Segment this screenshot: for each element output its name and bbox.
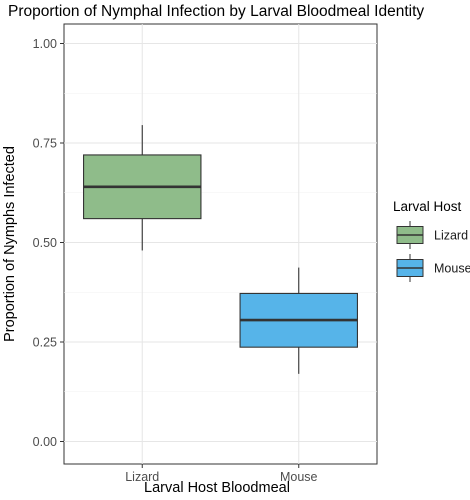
legend-item-mouse: Mouse	[396, 254, 470, 282]
y-axis-title: Proportion of Nymphs Infected	[2, 146, 18, 342]
y-tick-label: 0.75	[33, 137, 57, 151]
y-tick-label: 0.25	[33, 336, 57, 350]
legend-label-mouse: Mouse	[434, 262, 470, 276]
y-tick-label: 0.00	[33, 435, 57, 449]
legend: Larval Host Lizard Mouse	[393, 199, 470, 282]
mouse-box-group	[239, 267, 358, 374]
y-axis: 0.00 0.25 0.50 0.75 1.00	[33, 37, 64, 449]
chart-title: Proportion of Nymphal Infection by Larva…	[8, 3, 424, 20]
boxes-layer	[83, 125, 358, 374]
x-axis-title: Larval Host Bloodmeal	[144, 480, 290, 496]
x-tick-label: Mouse	[280, 470, 318, 484]
legend-title: Larval Host	[393, 199, 462, 214]
plot-panel	[63, 23, 378, 465]
lizard-box-group	[83, 125, 202, 251]
legend-item-lizard: Lizard	[396, 221, 468, 249]
legend-label-lizard: Lizard	[434, 229, 468, 243]
y-tick-label: 0.50	[33, 236, 57, 250]
y-tick-label: 1.00	[33, 37, 57, 51]
x-tick-label: Lizard	[125, 470, 159, 484]
x-axis: Lizard Mouse	[125, 464, 318, 484]
